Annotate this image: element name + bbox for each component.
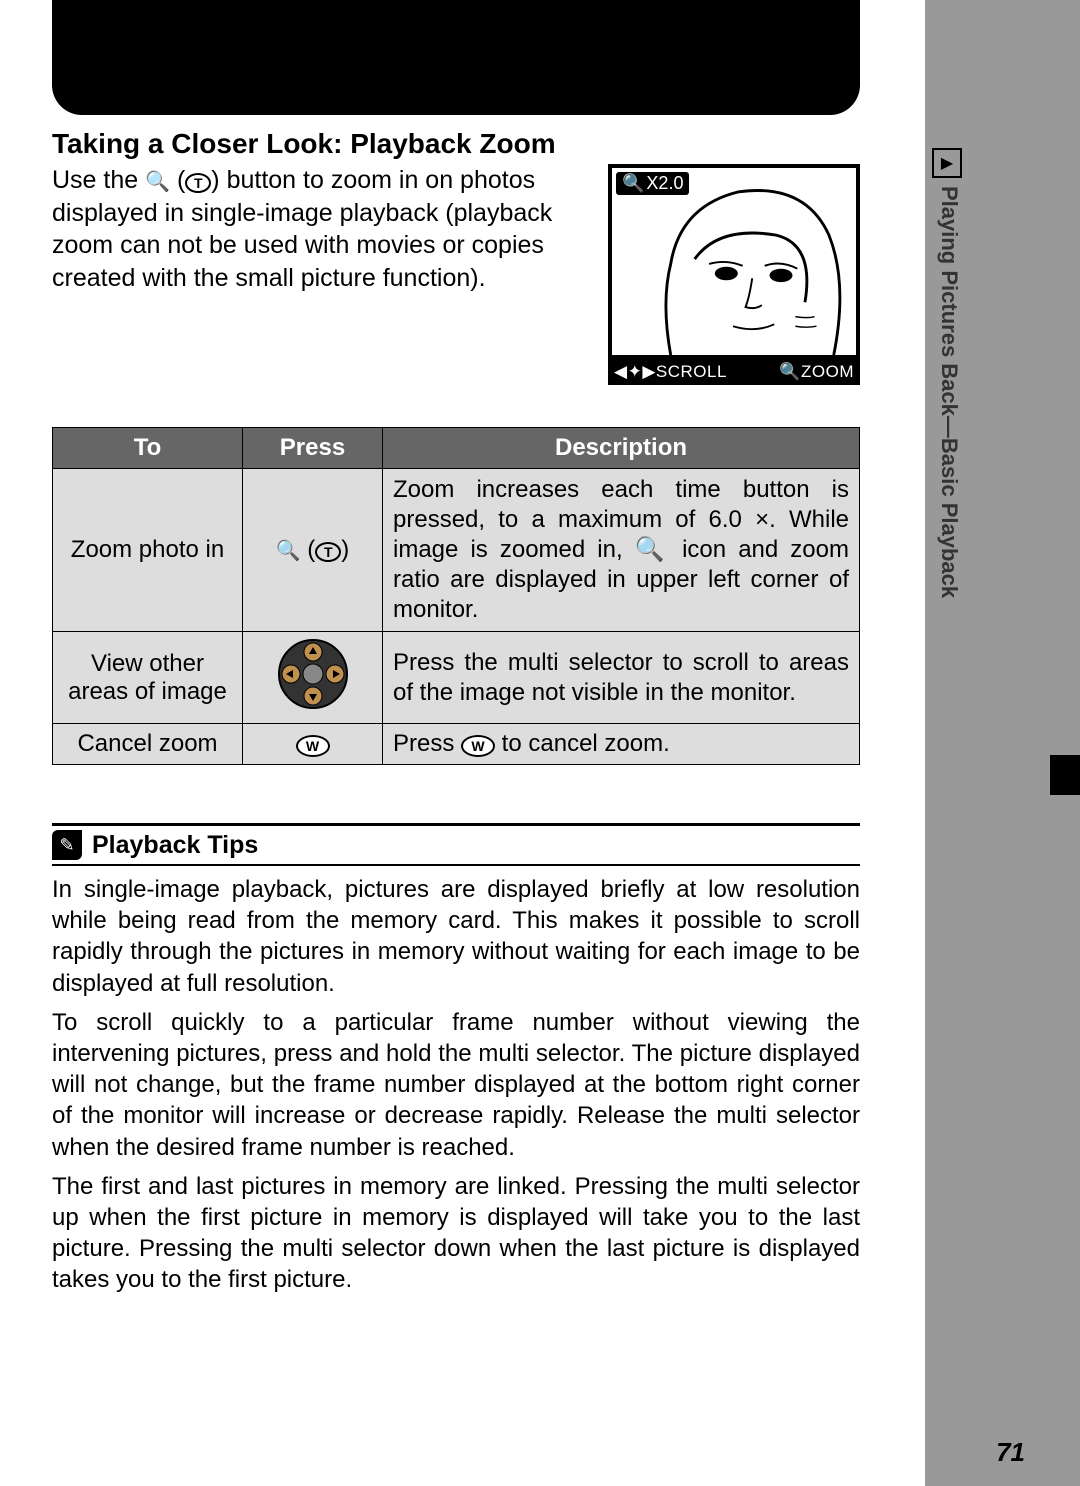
t-button-icon: T (185, 173, 211, 193)
intro-pre: Use the (52, 166, 145, 194)
tips-section: ✎ Playback Tips In single-image playback… (52, 823, 860, 1295)
cell-to: Zoom photo in (53, 469, 243, 632)
top-black-box (52, 0, 860, 115)
zoom-ratio-text: X2.0 (646, 173, 683, 194)
face-line-art (612, 168, 856, 355)
table-row: View other areas of image Press the mult… (53, 632, 860, 724)
playback-icon (932, 148, 962, 178)
th-to: To (53, 428, 243, 469)
magnifier-small-icon: 🔍 (622, 173, 644, 194)
tips-p2: To scroll quickly to a particular frame … (52, 1007, 860, 1163)
edge-marker (1050, 755, 1080, 795)
note-icon: ✎ (52, 830, 82, 860)
cell-desc: Press the multi selector to scroll to ar… (383, 632, 860, 724)
side-section-label: Playing Pictures Back—Basic Playback (925, 186, 962, 598)
page-number: 71 (996, 1437, 1025, 1468)
t-button-icon: T (315, 542, 341, 562)
tips-p1: In single-image playback, pictures are d… (52, 874, 860, 999)
cell-to: Cancel zoom (53, 724, 243, 765)
cell-to: View other areas of image (53, 632, 243, 724)
scroll-hint: ◀✦▶SCROLL (614, 362, 727, 382)
tips-p3: The first and last pictures in memory ar… (52, 1171, 860, 1296)
intro-paragraph: Use the (T) button to zoom in on photos … (52, 164, 594, 294)
w-button-icon: W (461, 735, 495, 757)
table-row: Cancel zoom W Press W to cancel zoom. (53, 724, 860, 765)
cell-press: W (243, 724, 383, 765)
zoom-ratio-badge: 🔍X2.0 (616, 172, 689, 195)
magnifier-icon (276, 536, 301, 563)
lcd-illustration: 🔍X2.0 ◀✦▶SCROLL 🔍ZOOM (608, 164, 860, 385)
magnifier-icon (145, 166, 170, 194)
main-content: Taking a Closer Look: Playback Zoom Use … (52, 128, 860, 1295)
multi-selector-icon (277, 638, 349, 710)
table-row: Zoom photo in (T) Zoom increases each ti… (53, 469, 860, 632)
tips-title: Playback Tips (92, 831, 258, 860)
cell-press: (T) (243, 469, 383, 632)
th-press: Press (243, 428, 383, 469)
zoom-hint: 🔍ZOOM (779, 362, 854, 382)
controls-table: To Press Description Zoom photo in (T) Z… (52, 427, 860, 765)
cell-press (243, 632, 383, 724)
cell-desc: Zoom increases each time button is press… (383, 469, 860, 632)
w-button-icon: W (296, 735, 330, 757)
th-desc: Description (383, 428, 860, 469)
section-heading: Taking a Closer Look: Playback Zoom (52, 128, 860, 160)
cell-desc: Press W to cancel zoom. (383, 724, 860, 765)
